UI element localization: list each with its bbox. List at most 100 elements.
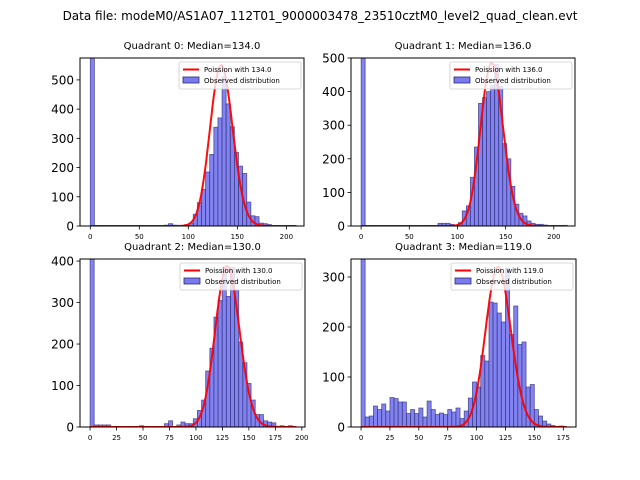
x-tick-label: 200 — [295, 434, 308, 442]
axes-frame — [350, 258, 577, 428]
legend-label-observed: Observed distribution — [475, 77, 551, 85]
histogram-bar — [221, 76, 227, 226]
legend-bar-swatch — [453, 76, 471, 84]
y-tick-label: 0 — [337, 220, 345, 234]
x-tick-label: 200 — [547, 233, 560, 241]
histogram-bar — [209, 154, 215, 226]
histogram-bar — [500, 321, 506, 427]
legend-bar-swatch — [454, 277, 472, 285]
histogram-bar — [377, 409, 383, 427]
y-tick-label: 200 — [51, 338, 74, 352]
histogram-bar — [401, 401, 407, 427]
histogram-bar — [443, 414, 449, 427]
legend-label-poisson: Poission with 119.0 — [476, 267, 544, 275]
panel-quadrant-0: Quadrant 0: Median=134.0 0 50 100 150 200 0 100… — [51, 41, 305, 241]
y-tick-label: 0 — [66, 421, 74, 435]
histogram-bar — [525, 386, 531, 427]
x-tick-label: 25 — [385, 434, 394, 442]
histogram-bar — [254, 216, 260, 226]
legend-box — [178, 61, 302, 90]
y-tick-label: 300 — [51, 132, 74, 146]
y-tick-label: 400 — [51, 255, 74, 269]
legend-box — [179, 262, 303, 291]
histogram-bar — [418, 407, 424, 427]
x-tick-label: 0 — [359, 233, 363, 241]
histogram-bar — [360, 58, 366, 226]
histogram-bar — [422, 416, 428, 427]
poisson-curve — [361, 61, 566, 226]
x-tick-label: 150 — [499, 233, 512, 241]
histogram-bar — [521, 341, 527, 427]
histogram-bar — [488, 301, 494, 427]
y-tick-label: 400 — [322, 85, 345, 99]
panel-title: Quadrant 1: Median=136.0 — [395, 41, 532, 52]
y-tick-label: 200 — [51, 161, 74, 175]
poisson-curve — [90, 264, 297, 427]
histogram-bar — [529, 384, 535, 427]
legend-bar-swatch — [183, 277, 201, 285]
histogram-bar — [373, 405, 378, 427]
histogram-bar — [486, 91, 492, 226]
poisson-curve — [361, 265, 567, 427]
x-tick-label: 175 — [557, 434, 570, 442]
histogram-bar — [439, 412, 444, 427]
histogram-bar — [455, 407, 461, 427]
x-tick-label: 175 — [269, 434, 282, 442]
x-tick-label: 200 — [280, 233, 293, 241]
histogram-bar — [364, 416, 370, 427]
histogram-bar — [221, 266, 227, 427]
x-tick-label: 125 — [216, 434, 229, 442]
x-tick-label: 25 — [112, 434, 121, 442]
histogram-bar — [385, 410, 391, 427]
histogram-bar — [89, 259, 95, 427]
histogram-bar — [406, 413, 411, 427]
legend: Poission with 119.0 Observed distribution — [450, 262, 574, 291]
legend-bar-swatch — [182, 76, 200, 84]
histogram-bar — [381, 403, 387, 427]
x-tick-label: 0 — [88, 434, 92, 442]
y-tick-label: 0 — [66, 220, 74, 234]
axes-frame — [79, 57, 305, 227]
x-tick-label: 100 — [470, 434, 483, 442]
histogram-bar — [225, 103, 231, 226]
y-tick-label: 0 — [337, 421, 345, 435]
legend-label-observed: Observed distribution — [476, 278, 552, 286]
panel-title: Quadrant 2: Median=130.0 — [124, 242, 261, 253]
legend-label-poisson: Poission with 134.0 — [204, 66, 272, 74]
x-tick-label: 100 — [189, 434, 202, 442]
figure-suptitle: Data file: modeM0/AS1A07_112T01_90000034… — [63, 9, 578, 23]
legend: Poission with 130.0 Observed distribution — [179, 262, 303, 291]
legend-label-observed: Observed distribution — [205, 278, 281, 286]
legend: Poission with 136.0 Observed distribution — [449, 61, 573, 90]
histogram-bar — [410, 409, 416, 427]
histogram-bar — [389, 397, 395, 427]
x-tick-label: 0 — [88, 233, 92, 241]
histogram-bar — [430, 409, 436, 427]
histogram-bar — [217, 117, 223, 226]
x-tick-label: 50 — [405, 233, 414, 241]
panel-title: Quadrant 0: Median=134.0 — [124, 41, 261, 52]
x-tick-label: 75 — [443, 434, 452, 442]
y-tick-label: 300 — [51, 296, 74, 310]
x-tick-label: 50 — [139, 434, 148, 442]
x-tick-label: 150 — [242, 434, 255, 442]
histogram-bar — [496, 312, 502, 427]
y-tick-label: 100 — [51, 190, 74, 204]
y-tick-label: 100 — [322, 371, 345, 385]
bars — [89, 58, 297, 226]
legend-label-observed: Observed distribution — [204, 77, 280, 85]
histogram-bar — [484, 360, 490, 427]
panel-quadrant-1: Quadrant 1: Median=136.0 0 50 100 150 200 0 100… — [322, 41, 576, 241]
histogram-bar — [426, 400, 432, 427]
y-tick-label: 100 — [51, 379, 74, 393]
x-tick-label: 100 — [182, 233, 195, 241]
histogram-bar — [89, 58, 95, 226]
x-tick-label: 100 — [451, 233, 464, 241]
bars — [360, 58, 568, 226]
y-tick-label: 300 — [322, 119, 345, 133]
histogram-bar — [414, 413, 420, 427]
y-tick-label: 300 — [322, 271, 345, 285]
y-tick-label: 100 — [322, 186, 345, 200]
legend-box — [449, 61, 573, 90]
